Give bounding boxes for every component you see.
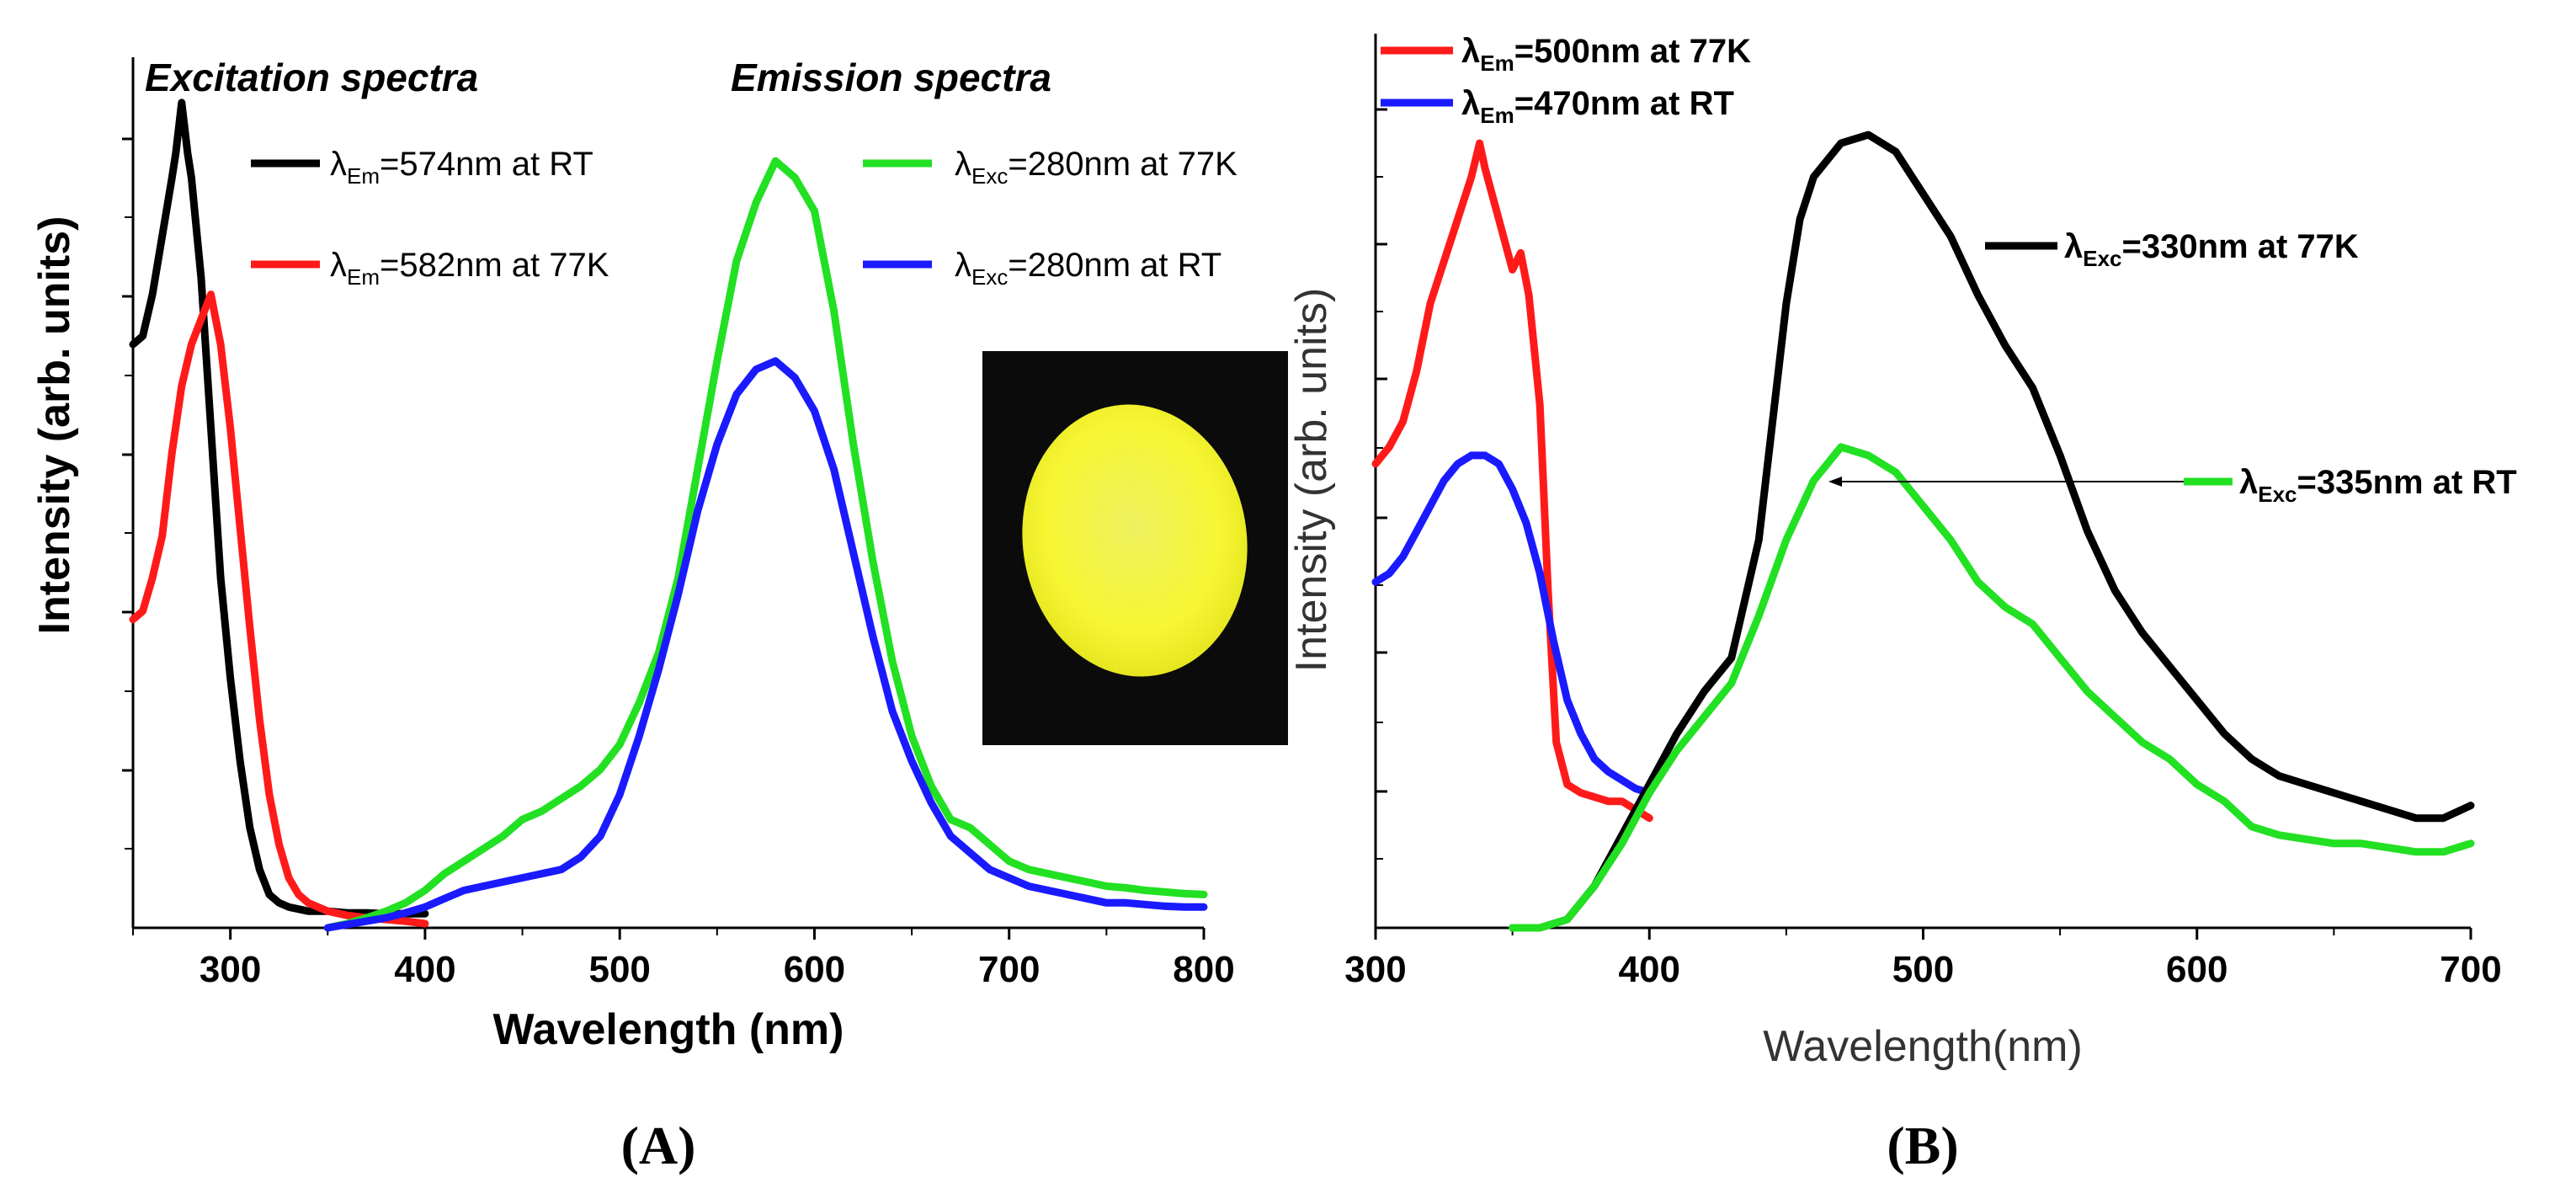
- panel-a-y-axis-label: Intensity (arb. units): [30, 216, 79, 635]
- panel-a-x-axis-label: Wavelength (nm): [493, 1005, 844, 1054]
- panel-b-curves: [1371, 131, 2475, 932]
- svg-text:λExc=280nm at 77K: λExc=280nm at 77K: [955, 146, 1237, 189]
- series-line-a-3: [323, 357, 1208, 932]
- series-line-a-0: [129, 99, 429, 918]
- x-tick-label: 800: [1173, 949, 1234, 990]
- panel-b-x-axis-label: Wavelength(nm): [1763, 1022, 2083, 1071]
- x-tick-label: 600: [784, 949, 845, 990]
- yellow-luminescent-sample-photo: [982, 351, 1288, 745]
- panel-b-label: (B): [1887, 1116, 1958, 1175]
- panel-b-y-axis-label: Intensity (arb. units): [1287, 288, 1336, 673]
- svg-text:λEm=582nm at 77K: λEm=582nm at 77K: [330, 247, 609, 290]
- series-line-b-2: [1509, 131, 2475, 932]
- x-tick-label: 300: [1344, 949, 1406, 990]
- legend-item-a-red: λEm=582nm at 77K: [251, 247, 609, 290]
- excitation-spectra-title: Excitation spectra: [145, 56, 478, 99]
- peak-annotation-arrow: [1828, 477, 2184, 487]
- panel-b-x-tick-labels: 300 400 500 600 700: [1344, 949, 2501, 990]
- emission-spectra-title: Emission spectra: [731, 56, 1051, 99]
- legend-item-a-blue: λExc=280nm at RT: [863, 247, 1221, 290]
- x-tick-label: 400: [1619, 949, 1680, 990]
- x-tick-label: 300: [200, 949, 261, 990]
- series-line-a-2: [323, 157, 1208, 932]
- x-tick-label: 500: [1892, 949, 1954, 990]
- panel-a: 300 400 500 600 700 800 Excitation spectra Em…: [30, 56, 1288, 1175]
- svg-text:λEm=470nm at RT: λEm=470nm at RT: [1461, 85, 1734, 128]
- panel-a-label: (A): [621, 1116, 696, 1175]
- series-line-b-3: [1509, 443, 2475, 932]
- panel-b-y-ticks: [1376, 108, 1387, 860]
- x-tick-label: 600: [2166, 949, 2227, 990]
- legend-item-b-red: λEm=500nm at 77K: [1381, 33, 1751, 76]
- series-line-a-1: [129, 290, 429, 928]
- panel-a-curves: [129, 99, 1208, 932]
- svg-text:λEm=574nm at RT: λEm=574nm at RT: [330, 146, 593, 189]
- panel-a-x-ticks: [132, 928, 1206, 940]
- svg-text:λExc=280nm at RT: λExc=280nm at RT: [955, 247, 1221, 290]
- panel-b: 300 400 500 600 700 λEm=500nm at 77K λEm=470…: [1287, 33, 2517, 1175]
- x-tick-label: 400: [394, 949, 455, 990]
- svg-text:λExc=335nm at RT: λExc=335nm at RT: [2239, 464, 2517, 507]
- series-line-b-0: [1371, 139, 1653, 823]
- legend-item-b-blue: λEm=470nm at RT: [1381, 85, 1734, 128]
- panel-a-y-ticks: [122, 137, 133, 850]
- panel-a-legend: λEm=574nm at RT λEm=582nm at 77K λExc=28…: [251, 146, 1237, 290]
- series-line-b-1: [1371, 451, 1653, 797]
- legend-item-a-green: λExc=280nm at 77K: [863, 146, 1237, 189]
- panel-a-x-tick-labels: 300 400 500 600 700 800: [200, 949, 1235, 990]
- x-tick-label: 700: [2440, 949, 2501, 990]
- panel-b-legend: λEm=500nm at 77K λEm=470nm at RT λExc=33…: [1381, 33, 2517, 507]
- x-tick-label: 500: [588, 949, 650, 990]
- x-tick-label: 700: [978, 949, 1040, 990]
- svg-text:λExc=330nm at 77K: λExc=330nm at 77K: [2064, 228, 2359, 271]
- legend-item-b-black: λExc=330nm at 77K: [1985, 228, 2359, 271]
- legend-item-b-green: λExc=335nm at RT: [2184, 464, 2517, 507]
- legend-item-a-black: λEm=574nm at RT: [251, 146, 593, 189]
- svg-text:λEm=500nm at 77K: λEm=500nm at 77K: [1461, 33, 1751, 76]
